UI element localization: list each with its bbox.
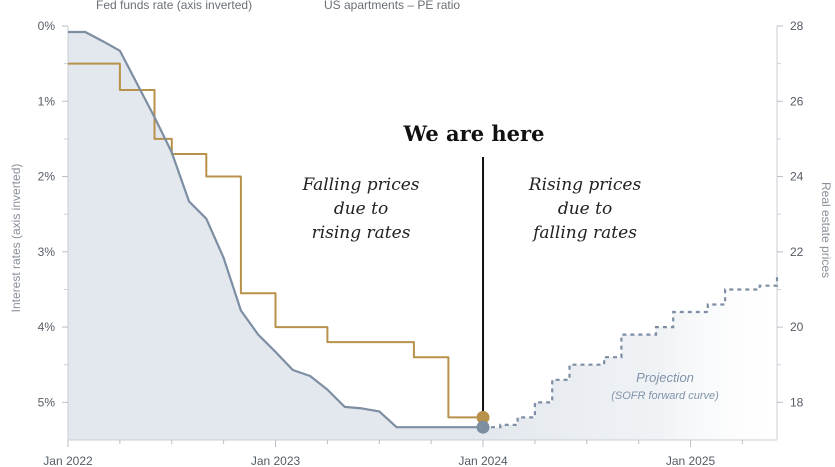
falling-prices-annotation: Falling prices due to rising rates — [301, 175, 419, 243]
projection-label: Projection — [636, 370, 694, 385]
right-axis-tick-label: 18 — [790, 395, 804, 409]
fed-funds-area — [68, 26, 483, 440]
falling-prices-line-2: due to — [334, 199, 388, 219]
right-axis-tick-label: 24 — [790, 170, 804, 184]
left-axis-title: Interest rates (axis inverted) — [9, 164, 23, 313]
left-axis-tick-label: 5% — [38, 395, 56, 409]
left-axis-tick-label: 4% — [38, 320, 56, 334]
left-axis-tick-label: 0% — [38, 19, 56, 33]
x-axis-tick-label: Jan 2025 — [666, 454, 716, 467]
x-axis-tick-label: Jan 2022 — [43, 454, 93, 467]
rising-prices-annotation: Rising prices due to falling rates — [528, 175, 642, 243]
falling-prices-line-3: rising rates — [312, 223, 411, 243]
right-axis-tick-label: 28 — [790, 19, 804, 33]
falling-prices-line-1: Falling prices — [301, 175, 419, 195]
rising-prices-line-2: due to — [558, 199, 612, 219]
rising-prices-line-3: falling rates — [531, 223, 637, 243]
x-axis-tick-label: Jan 2024 — [458, 454, 508, 467]
fed-funds-current-point — [476, 420, 490, 434]
projection-sublabel: (SOFR forward curve) — [611, 390, 719, 402]
legend-fed-funds: Fed funds rate (axis inverted) — [96, 0, 252, 12]
pe-ratio-line — [68, 62, 483, 419]
left-axis-tick-label: 2% — [38, 170, 56, 184]
right-axis-tick-label: 20 — [790, 320, 804, 334]
right-axis: 18 20 22 24 26 28 — [776, 19, 804, 440]
left-axis: 0% 1% 2% 3% 4% 5% — [38, 19, 69, 440]
right-axis-tick-label: 22 — [790, 245, 804, 259]
we-are-here-headline: We are here — [403, 121, 545, 146]
pe-ratio-current-point — [476, 410, 490, 424]
fed-funds-line — [68, 30, 483, 429]
left-axis-tick-label: 3% — [38, 245, 56, 259]
x-axis-tick-label: Jan 2023 — [251, 454, 301, 467]
projection-line — [483, 274, 779, 429]
left-axis-tick-label: 1% — [38, 94, 56, 108]
right-axis-tick-label: 26 — [790, 94, 804, 108]
projection-area — [483, 274, 777, 440]
right-axis-title: Real estate prices — [819, 182, 833, 278]
legend-pe-ratio: US apartments – PE ratio — [324, 0, 460, 12]
x-axis: Jan 2022 Jan 2023 Jan 2024 Jan 2025 — [43, 439, 777, 467]
rising-prices-line-1: Rising prices — [528, 175, 642, 195]
